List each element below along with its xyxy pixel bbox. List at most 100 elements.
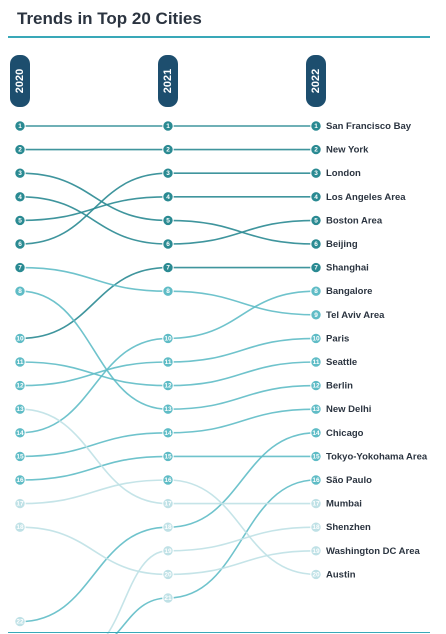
city-label-los-angeles-area: Los Angeles Area xyxy=(326,192,406,203)
rank-node-circle xyxy=(310,568,322,581)
city-label-london: London xyxy=(326,168,361,179)
rank-node-label: 17 xyxy=(312,501,320,508)
rank-node-2021-6: 6 xyxy=(162,238,174,250)
rank-node-label: 11 xyxy=(313,359,320,366)
rank-node-2022-3: 3 xyxy=(310,167,322,179)
rank-node-label: 6 xyxy=(314,241,318,248)
rank-node-circle xyxy=(310,167,322,179)
rank-node-label: 16 xyxy=(16,477,24,484)
rank-node-label: 7 xyxy=(314,265,318,272)
rank-node-label: 4 xyxy=(314,194,318,201)
rank-node-circle xyxy=(162,332,174,345)
rank-node-2021-20: 20 xyxy=(162,568,174,581)
rank-node-circle xyxy=(310,238,322,250)
rank-node-2021-4: 4 xyxy=(162,191,174,203)
rank-node-circle xyxy=(310,474,322,486)
city-label-chicago: Chicago xyxy=(326,428,364,439)
rank-node-label: 15 xyxy=(312,453,320,460)
rank-node-2022-10: 10 xyxy=(310,332,322,345)
series-line-washington-dc-area xyxy=(19,526,317,576)
rank-node-label: 8 xyxy=(314,288,318,295)
city-label-tokyo-yokohama-area: Tokyo-Yokohama Area xyxy=(326,451,428,462)
rank-node-circle xyxy=(14,167,26,179)
rank-node-circle xyxy=(14,615,26,628)
rank-node-label: 12 xyxy=(164,383,172,390)
rank-node-circle xyxy=(14,285,26,297)
rank-node-2022-6: 6 xyxy=(310,238,322,250)
rank-node-circle xyxy=(162,450,174,463)
rank-node-2020-13: 13 xyxy=(14,403,26,415)
rank-node-2022-13: 13 xyxy=(310,403,322,415)
rank-node-2022-11: 11 xyxy=(310,356,322,368)
year-label: 2020 xyxy=(14,69,26,93)
rank-node-label: 18 xyxy=(164,524,172,531)
rank-node-label: 9 xyxy=(314,312,318,319)
city-label-beijing: Beijing xyxy=(326,239,358,250)
rank-node-circle xyxy=(14,191,26,203)
rank-node-label: 17 xyxy=(164,501,172,508)
rank-node-label: 19 xyxy=(164,548,172,555)
rank-node-2020-10: 10 xyxy=(14,332,26,345)
rank-node-label: 13 xyxy=(16,406,24,413)
series-line-tel-aviv-area xyxy=(19,266,317,316)
rank-node-2022-18: 18 xyxy=(310,521,322,533)
city-label-washington-dc-area: Washington DC Area xyxy=(326,546,420,557)
rank-node-circle xyxy=(310,261,322,274)
rank-node-label: 2 xyxy=(314,147,318,154)
year-pill-bg xyxy=(158,55,178,107)
rank-node-label: 4 xyxy=(166,194,170,201)
city-label-new-york: New York xyxy=(326,145,369,156)
rank-node-label: 13 xyxy=(164,406,172,413)
rank-node-2021-19: 19 xyxy=(162,545,174,557)
rank-node-circle xyxy=(310,545,322,557)
rank-node-label: 4 xyxy=(18,194,22,201)
rank-node-circle xyxy=(14,379,26,392)
rank-node-2021-5: 5 xyxy=(162,214,174,227)
rank-node-label: 2 xyxy=(18,147,22,154)
rank-node-circle xyxy=(310,450,322,463)
rank-node-2020-12: 12 xyxy=(14,379,26,392)
rank-node-label: 8 xyxy=(18,288,22,295)
city-label-seattle: Seattle xyxy=(326,357,357,368)
bottom-divider xyxy=(8,632,430,633)
rank-node-circle xyxy=(310,120,322,132)
rank-node-2022-19: 19 xyxy=(310,545,322,557)
year-pill-bg xyxy=(10,55,30,107)
city-label-tel-aviv-area: Tel Aviv Area xyxy=(326,310,385,321)
city-label-austin: Austin xyxy=(326,569,356,580)
rank-node-circle xyxy=(14,427,26,439)
rank-node-circle xyxy=(14,450,26,463)
rank-node-2020-15: 15 xyxy=(14,450,26,463)
rank-node-label: 10 xyxy=(16,335,24,342)
series-line-shenzhen xyxy=(106,526,317,634)
rank-node-label: 3 xyxy=(314,170,318,177)
rank-node-circle xyxy=(162,568,174,581)
rank-node-label: 11 xyxy=(17,359,24,366)
rank-node-2020-1: 1 xyxy=(14,120,26,132)
rank-node-2020-7: 7 xyxy=(14,261,26,274)
rank-node-label: 14 xyxy=(164,430,172,437)
series-line-mumbai xyxy=(19,408,316,505)
rank-node-2022-8: 8 xyxy=(310,285,322,297)
rank-node-label: 5 xyxy=(314,217,318,224)
year-pill-bg xyxy=(306,55,326,107)
rank-node-2021-2: 2 xyxy=(162,143,174,156)
rank-node-label: 3 xyxy=(18,170,22,177)
rank-node-2021-21: 21 xyxy=(162,592,174,604)
rank-node-label: 3 xyxy=(166,170,170,177)
rank-node-label: 1 xyxy=(314,123,318,130)
rank-node-circle xyxy=(14,143,26,156)
rank-node-2020-17: 17 xyxy=(14,497,26,510)
rank-node-circle xyxy=(162,592,174,604)
rank-node-circle xyxy=(162,403,174,415)
rank-node-2022-4: 4 xyxy=(310,191,322,203)
rank-node-2022-9: 9 xyxy=(310,309,322,321)
city-label-shenzhen: Shenzhen xyxy=(326,522,371,533)
year-header-2020: 2020 xyxy=(10,55,30,107)
city-label-bangalore: Bangalore xyxy=(326,286,372,297)
rank-node-label: 22 xyxy=(16,619,24,626)
rank-node-circle xyxy=(14,403,26,415)
series-line-austin xyxy=(19,479,317,576)
series-line-berlin xyxy=(19,290,317,410)
